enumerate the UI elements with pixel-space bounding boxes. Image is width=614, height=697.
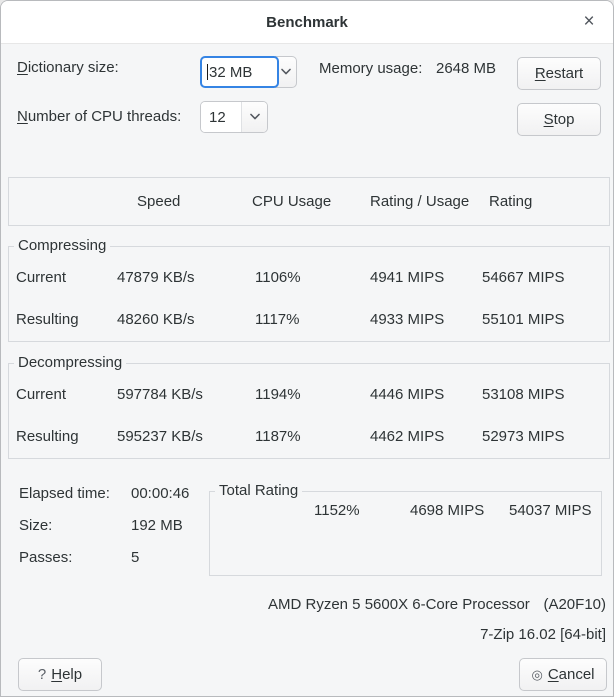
app-version: 7-Zip 16.02 [64-bit]	[480, 626, 606, 643]
column-header-speed: Speed	[137, 193, 181, 210]
memory-usage-value: 2648 MB	[436, 60, 497, 77]
cpu-threads-label: Number of CPU threads:	[17, 108, 181, 126]
row-label: Current	[16, 386, 67, 403]
dictionary-size-combo: 32 MB	[200, 56, 297, 88]
column-header-rating-usage: Rating / Usage	[370, 193, 470, 210]
memory-usage-label: Memory usage:	[319, 60, 423, 77]
cpu-threads-dropdown-button[interactable]	[242, 102, 267, 132]
cpu-usage-cell: 1117%	[255, 311, 300, 328]
help-button-label: Help	[51, 666, 83, 683]
rating-cell: 54667 MIPS	[482, 269, 565, 286]
restart-button-label: Restart	[534, 65, 584, 82]
speed-cell: 597784 KB/s	[117, 386, 203, 403]
restart-button[interactable]: Restart	[517, 57, 601, 90]
dictionary-size-label-rest: ictionary size:	[27, 59, 119, 76]
elapsed-time-value: 00:00:46	[131, 485, 190, 502]
rating-usage-cell: 4933 MIPS	[370, 311, 445, 328]
total-rating-usage-cell: 4698 MIPS	[410, 502, 485, 519]
rating-usage-cell: 4941 MIPS	[370, 269, 445, 286]
cpu-name: AMD Ryzen 5 5600X 6-Core Processor	[268, 596, 530, 613]
group-compressing: Compressing Current 47879 KB/s 1106% 494…	[8, 237, 610, 342]
total-rating-cell: 54037 MIPS	[509, 502, 592, 519]
dictionary-size-value: 32 MB	[209, 63, 253, 81]
benchmark-table-header: Speed CPU Usage Rating / Usage Rating	[8, 177, 610, 226]
close-button[interactable]: ×	[575, 8, 603, 36]
close-icon: ×	[583, 11, 595, 32]
group-total-rating-title: Total Rating	[215, 482, 303, 500]
dictionary-size-label-mnemonic: D	[17, 59, 28, 76]
passes-value: 5	[131, 549, 140, 566]
rating-usage-cell: 4446 MIPS	[370, 386, 445, 403]
cancel-button[interactable]: ◎ Cancel	[519, 658, 607, 691]
size-label: Size:	[19, 517, 53, 534]
total-cpu-usage-cell: 1152%	[314, 502, 360, 519]
column-header-rating: Rating	[489, 193, 533, 210]
text-caret	[207, 64, 208, 80]
speed-cell: 595237 KB/s	[117, 428, 203, 445]
size-value: 192 MB	[131, 517, 183, 534]
dictionary-size-entry[interactable]: 32 MB	[200, 56, 279, 88]
speed-cell: 48260 KB/s	[117, 311, 195, 328]
cpu-threads-label-rest: umber of CPU threads:	[27, 108, 182, 125]
row-label: Resulting	[16, 428, 79, 445]
row-label: Resulting	[16, 311, 79, 328]
cpu-threads-label-mnemonic: N	[17, 108, 28, 125]
passes-label: Passes:	[19, 549, 73, 566]
titlebar: Benchmark ×	[1, 1, 613, 44]
elapsed-time-label: Elapsed time:	[19, 485, 110, 502]
chevron-down-icon	[281, 68, 291, 75]
window-title: Benchmark	[266, 13, 348, 31]
cpu-usage-cell: 1106%	[255, 269, 301, 286]
cpu-id: (A20F10)	[543, 596, 606, 613]
cancel-button-label: Cancel	[547, 666, 595, 683]
speed-cell: 47879 KB/s	[117, 269, 195, 286]
help-icon: ?	[37, 666, 47, 683]
group-decompressing: Decompressing Current 597784 KB/s 1194% …	[8, 354, 610, 459]
column-header-cpu-usage: CPU Usage	[252, 193, 332, 210]
help-button[interactable]: ? Help	[18, 658, 102, 691]
cancel-icon: ◎	[531, 666, 543, 682]
dictionary-size-label: Dictionary size:	[17, 59, 119, 77]
row-label: Current	[16, 269, 67, 286]
rating-cell: 53108 MIPS	[482, 386, 565, 403]
rating-cell: 55101 MIPS	[482, 311, 565, 328]
group-total-rating: Total Rating 1152% 4698 MIPS 54037 MIPS	[209, 482, 602, 576]
cpu-usage-cell: 1187%	[255, 428, 301, 445]
dictionary-size-dropdown-button[interactable]	[275, 56, 297, 88]
cpu-threads-combo[interactable]: 12	[200, 101, 268, 133]
cpu-threads-value: 12	[201, 102, 242, 132]
rating-cell: 52973 MIPS	[482, 428, 565, 445]
rating-usage-cell: 4462 MIPS	[370, 428, 445, 445]
group-compressing-title: Compressing	[14, 237, 111, 255]
stop-button[interactable]: Stop	[517, 103, 601, 136]
stop-button-label: Stop	[543, 111, 575, 128]
chevron-down-icon	[249, 113, 260, 120]
cpu-usage-cell: 1194%	[255, 386, 301, 403]
group-decompressing-title: Decompressing	[14, 354, 127, 372]
